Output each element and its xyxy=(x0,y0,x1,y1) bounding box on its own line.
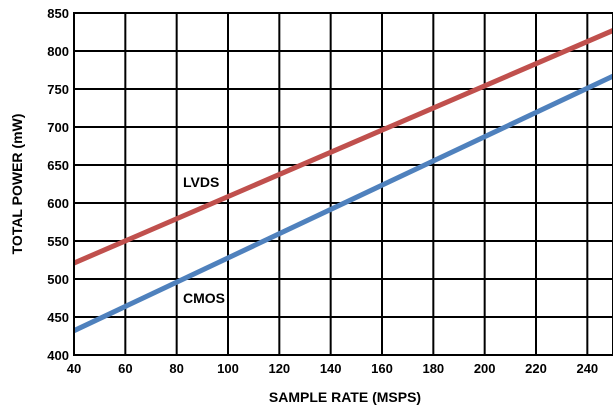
x-tick-labels: 40 60 80 100 120 140 160 180 200 220 240 xyxy=(67,361,598,376)
series-label-cmos: CMOS xyxy=(183,290,225,306)
y-axis-label: TOTAL POWER (mW) xyxy=(9,114,25,255)
series-line-lvds xyxy=(73,28,613,266)
y-tick-600: 600 xyxy=(47,196,69,211)
series-label-lvds: LVDS xyxy=(183,174,219,190)
x-tick-120: 120 xyxy=(268,361,290,376)
y-tick-550: 550 xyxy=(47,234,69,249)
y-tick-labels: 400 450 500 550 600 650 700 750 800 850 xyxy=(47,6,69,363)
y-tick-850: 850 xyxy=(47,6,69,21)
x-tick-160: 160 xyxy=(371,361,393,376)
x-tick-220: 220 xyxy=(525,361,547,376)
series-line-cmos xyxy=(72,73,613,333)
plot-frame xyxy=(73,12,613,356)
series-lines xyxy=(72,28,613,333)
y-tick-500: 500 xyxy=(47,272,69,287)
x-tick-60: 60 xyxy=(118,361,132,376)
x-tick-140: 140 xyxy=(320,361,342,376)
y-tick-450: 450 xyxy=(47,310,69,325)
x-tick-240: 240 xyxy=(576,361,598,376)
x-axis-label: SAMPLE RATE (MSPS) xyxy=(269,389,421,405)
x-tick-80: 80 xyxy=(169,361,183,376)
y-tick-800: 800 xyxy=(47,44,69,59)
y-tick-750: 750 xyxy=(47,82,69,97)
y-tick-700: 700 xyxy=(47,120,69,135)
y-tick-400: 400 xyxy=(47,348,69,363)
x-tick-200: 200 xyxy=(474,361,496,376)
x-tick-40: 40 xyxy=(67,361,81,376)
x-tick-180: 180 xyxy=(422,361,444,376)
y-tick-650: 650 xyxy=(47,158,69,173)
x-tick-100: 100 xyxy=(217,361,239,376)
